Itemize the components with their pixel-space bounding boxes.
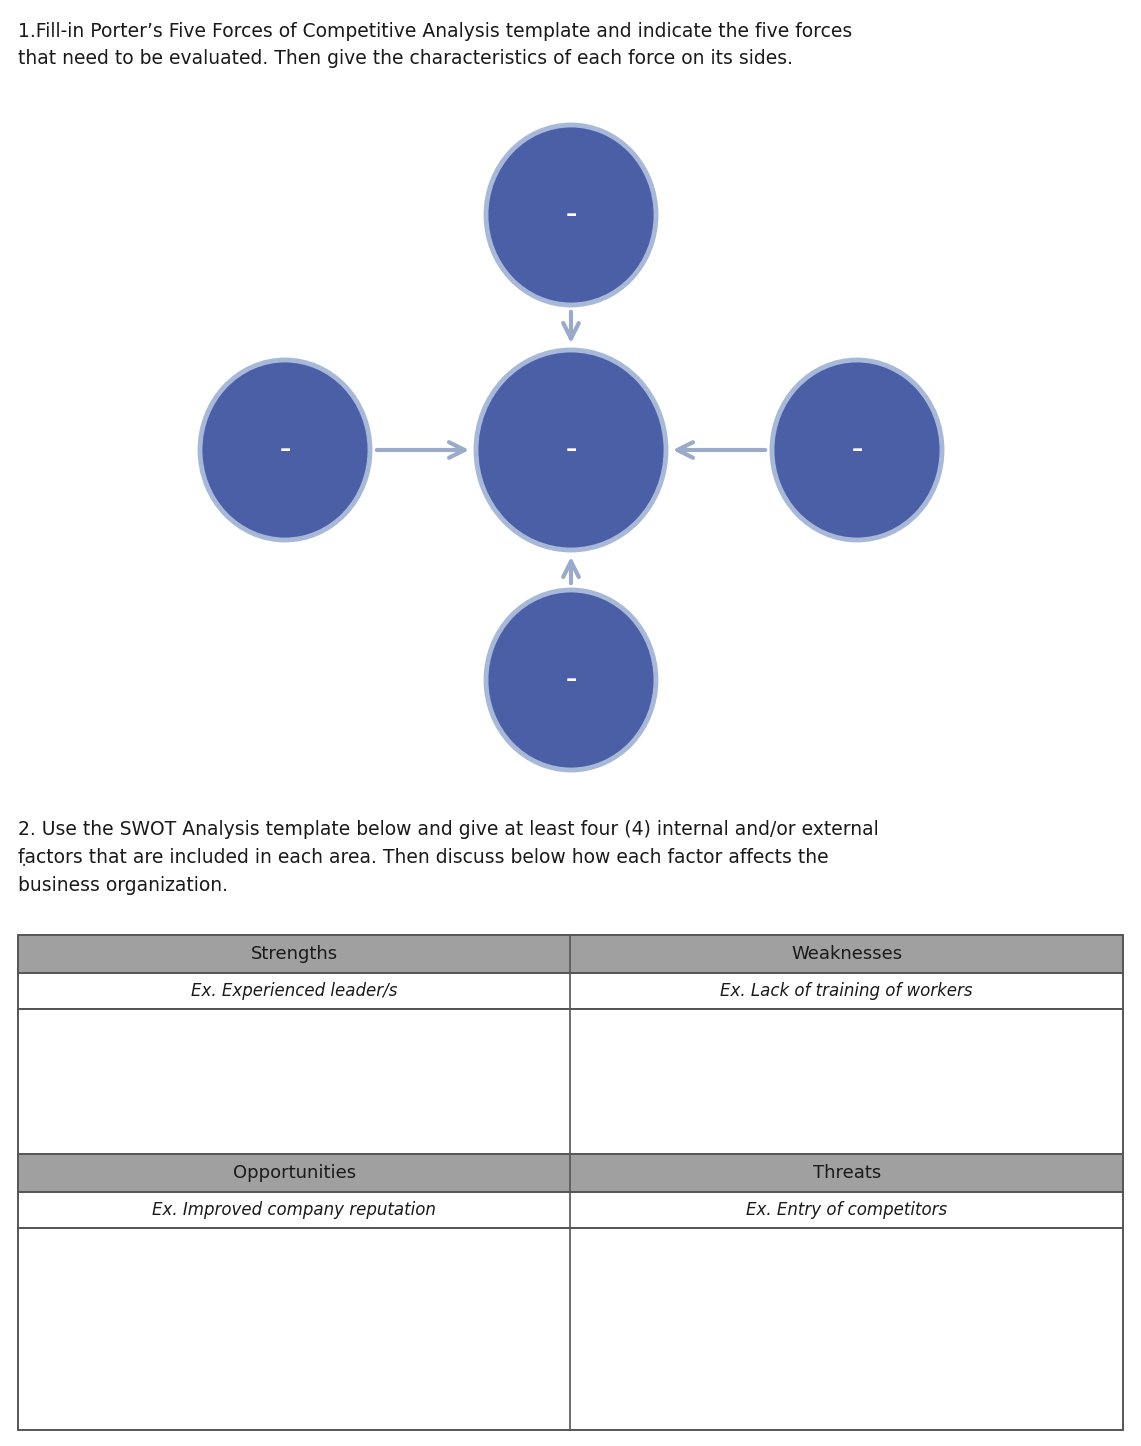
Ellipse shape [486, 124, 656, 305]
Text: –: – [566, 669, 576, 690]
Bar [18, 1154, 1123, 1192]
Text: Ex. Entry of competitors: Ex. Entry of competitors [746, 1202, 947, 1219]
Ellipse shape [772, 360, 942, 539]
Text: 2. Use the SWOT Analysis template below and give at least four (4) internal and/: 2. Use the SWOT Analysis template below … [18, 820, 879, 839]
Bar [18, 1009, 1123, 1154]
Text: business organization.: business organization. [18, 876, 228, 895]
Bar [18, 1228, 1123, 1430]
Text: –: – [851, 440, 863, 460]
Text: –: – [280, 440, 291, 460]
Text: –: – [566, 205, 576, 226]
Bar [18, 936, 1123, 1430]
Bar [18, 936, 1123, 973]
Text: –: – [566, 440, 576, 460]
Text: Strengths: Strengths [251, 946, 338, 963]
Text: Ex. Lack of training of workers: Ex. Lack of training of workers [720, 982, 973, 1001]
Text: factors that are included in each area. Then discuss below how each factor affec: factors that are included in each area. … [18, 847, 828, 868]
Ellipse shape [476, 350, 666, 549]
Text: 1.Fill-in Porter’s Five Forces of Competitive Analysis template and indicate the: 1.Fill-in Porter’s Five Forces of Compet… [18, 22, 852, 68]
Text: Weaknesses: Weaknesses [791, 946, 903, 963]
Ellipse shape [200, 360, 370, 539]
Text: Ex. Experienced leader/s: Ex. Experienced leader/s [191, 982, 397, 1001]
Bar [18, 973, 1123, 1009]
Ellipse shape [486, 590, 656, 771]
Text: Ex. Improved company reputation: Ex. Improved company reputation [152, 1202, 436, 1219]
Text: Opportunities: Opportunities [233, 1164, 356, 1181]
Text: .: . [21, 850, 26, 870]
Text: Threats: Threats [812, 1164, 881, 1181]
Bar [18, 1192, 1123, 1228]
